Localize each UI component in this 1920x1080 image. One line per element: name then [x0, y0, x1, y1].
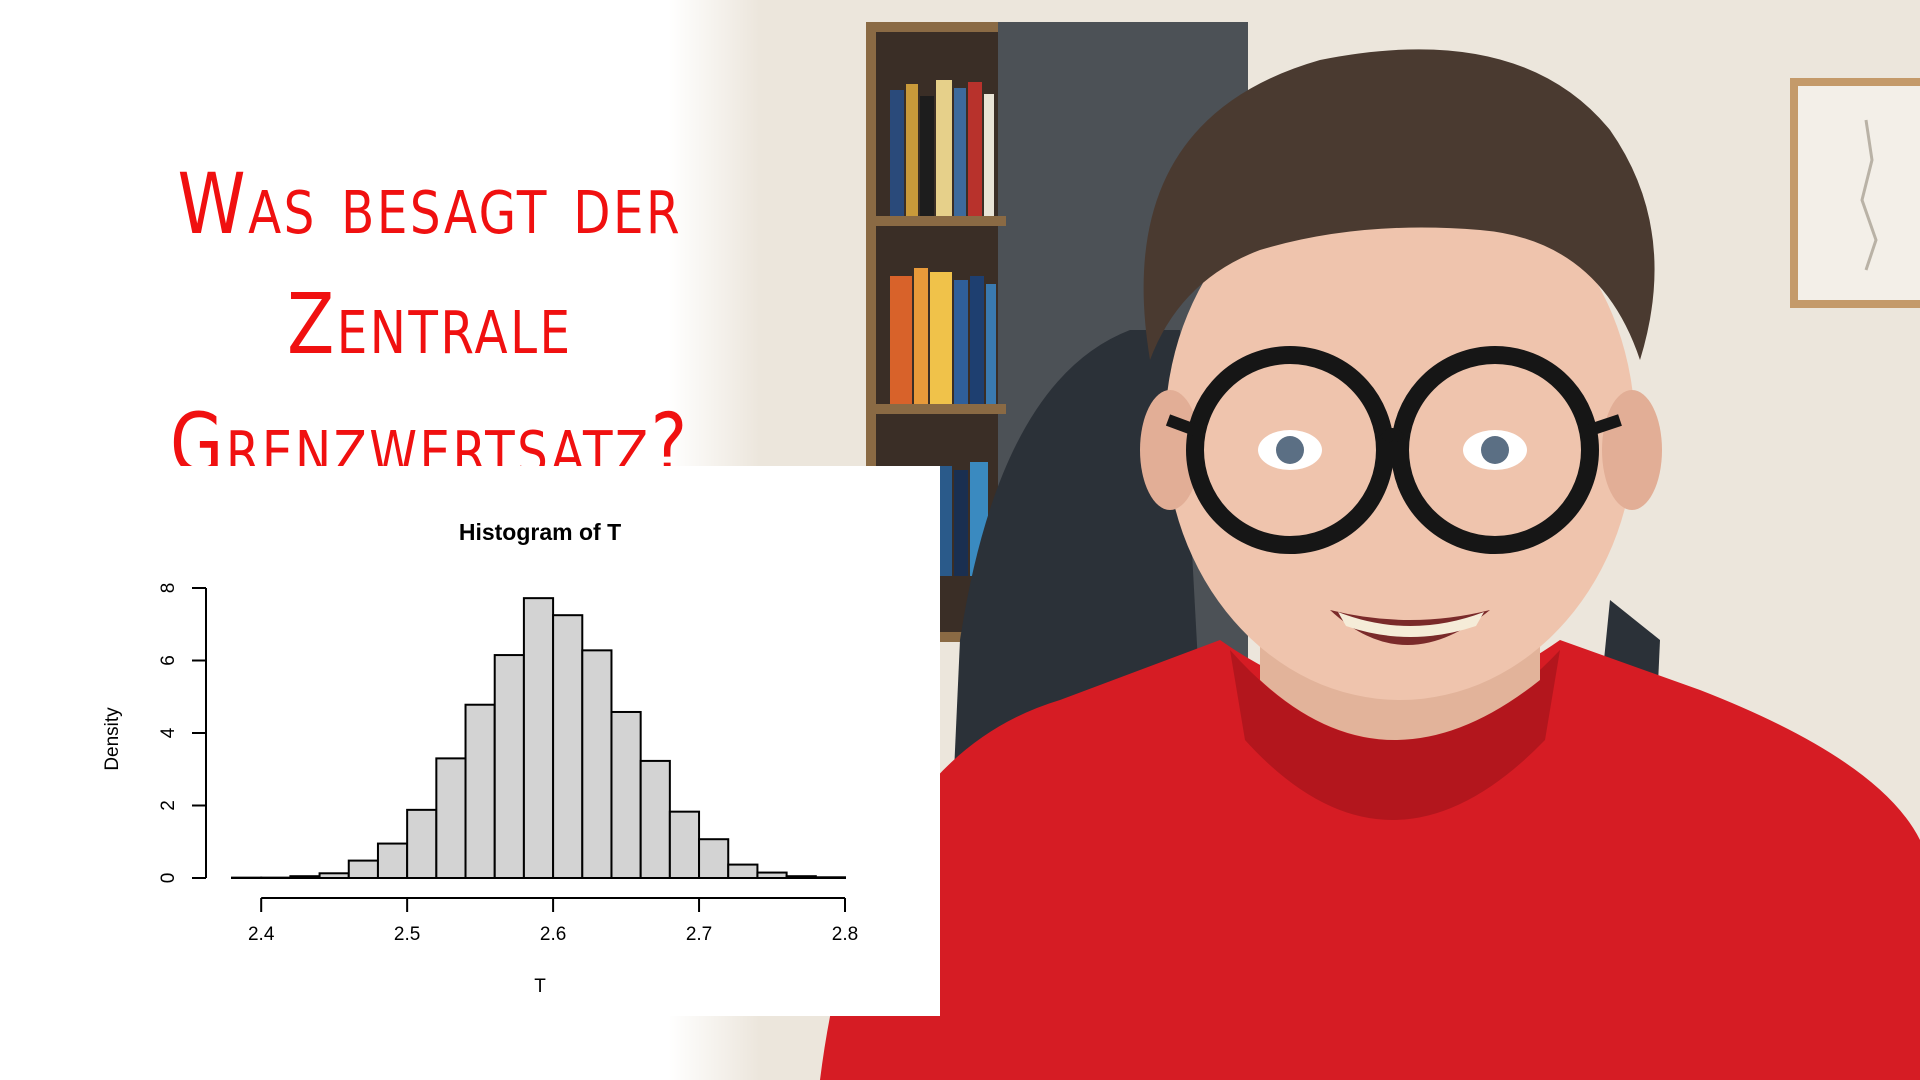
hair — [1143, 49, 1655, 360]
histogram-bar — [698, 838, 730, 879]
histogram-bar — [493, 654, 525, 879]
x-tick-label: 2.7 — [686, 924, 712, 945]
x-ticks: 2.4 2.5 2.6 2.7 2.8 — [248, 898, 858, 945]
title-line-1: Was besagt der — [177, 155, 683, 254]
y-axis-label: Density — [102, 707, 123, 771]
wall-picture-frame — [1790, 78, 1920, 308]
histogram-bars — [231, 597, 846, 880]
y-tick-label: 4 — [158, 727, 179, 738]
histogram-bar — [435, 757, 467, 879]
thumbnail-title: Was besagt der Zentrale Grenzwertsatz? — [110, 144, 750, 504]
histogram-bar — [610, 710, 642, 879]
books-upper — [890, 80, 994, 216]
y-tick-label: 2 — [158, 800, 179, 811]
histogram-bar — [318, 872, 350, 880]
books-middle — [890, 268, 996, 404]
x-tick-label: 2.6 — [540, 924, 566, 945]
histogram-card: Histogram of T 2.4 2.5 2.6 2.7 2.8 0 2 4 6 8 T D… — [0, 466, 940, 1016]
x-tick-label: 2.8 — [832, 924, 858, 945]
neck — [1260, 600, 1540, 740]
chart-title: Histogram of T — [459, 519, 621, 545]
title-line-2: Zentrale — [287, 275, 573, 374]
red-shirt — [820, 640, 1920, 1080]
histogram-bar — [522, 597, 555, 879]
x-tick-label: 2.5 — [394, 924, 420, 945]
histogram-bar — [814, 876, 846, 879]
histogram-bar — [668, 810, 701, 880]
presenter — [820, 49, 1920, 1080]
y-tick-label: 0 — [158, 873, 179, 884]
histogram-bar — [347, 859, 379, 880]
y-tick-label: 8 — [158, 583, 179, 594]
x-axis-label: T — [534, 976, 546, 997]
histogram-bar — [756, 871, 788, 879]
histogram-bar — [639, 759, 671, 880]
histogram-bar — [727, 863, 759, 879]
histogram-bar — [785, 875, 817, 879]
histogram-bar — [581, 649, 613, 879]
x-tick-label: 2.4 — [248, 924, 275, 945]
y-ticks: 0 2 4 6 8 — [158, 583, 206, 884]
y-tick-label: 6 — [158, 655, 179, 666]
histogram-bar — [552, 614, 584, 879]
histogram-chart: Histogram of T 2.4 2.5 2.6 2.7 2.8 0 2 4 6 8 T D… — [102, 519, 858, 997]
histogram-bar — [289, 875, 321, 879]
histogram-bar — [464, 703, 496, 879]
histogram-bar — [406, 808, 438, 880]
histogram-bar — [376, 842, 409, 879]
glasses — [1165, 346, 1622, 554]
